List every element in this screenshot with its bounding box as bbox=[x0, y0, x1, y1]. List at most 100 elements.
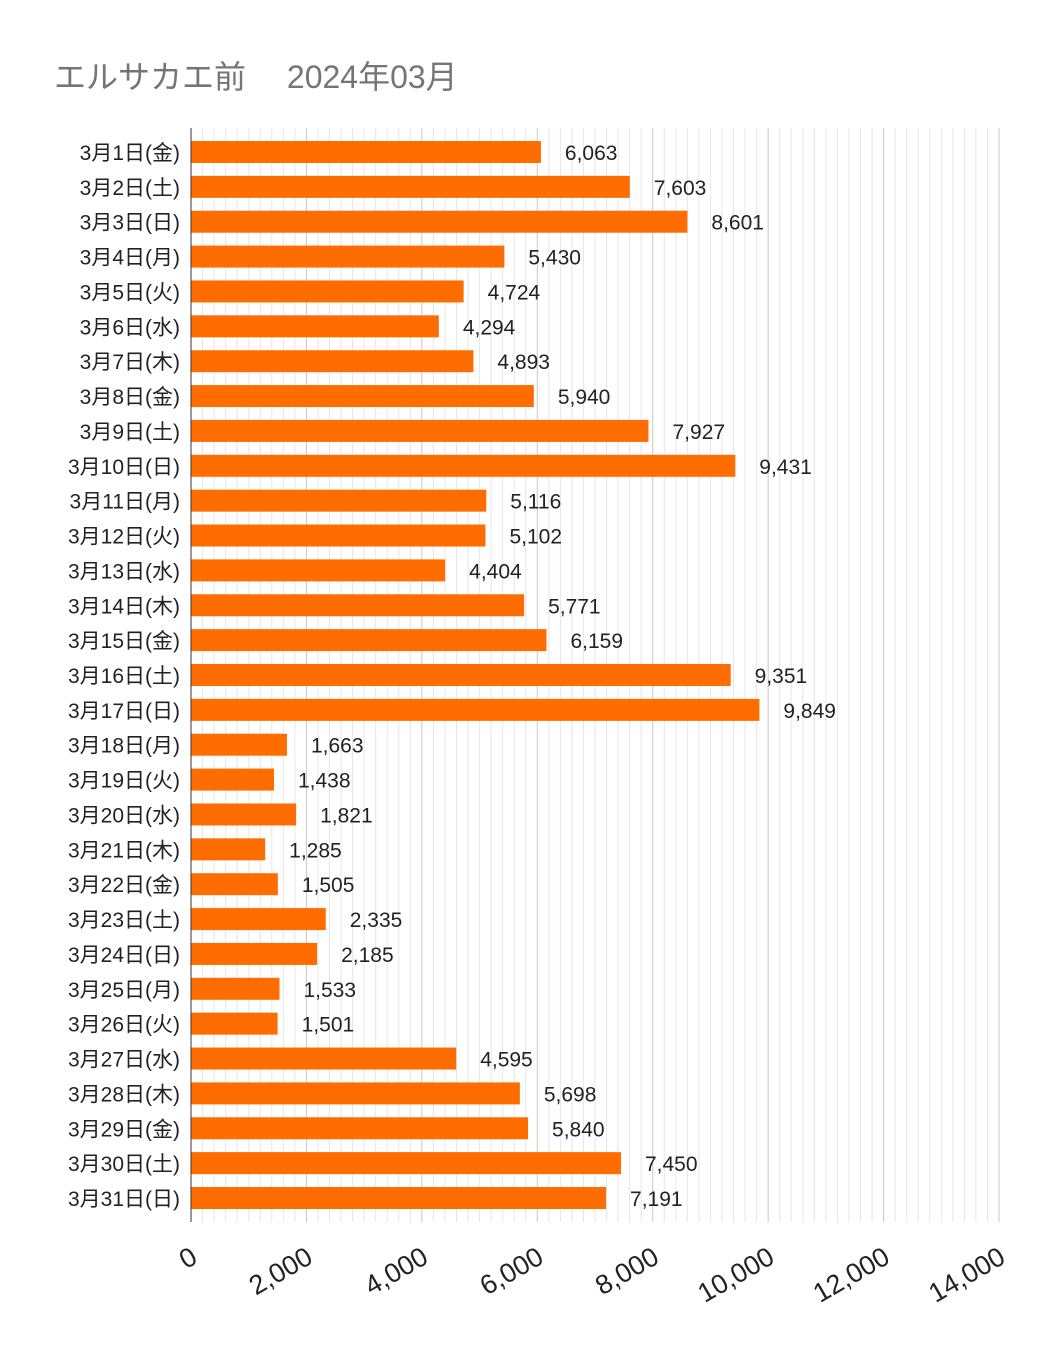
data-label: 5,771 bbox=[548, 595, 601, 618]
category-label: 3月17日(日) bbox=[68, 700, 180, 723]
data-label: 6,159 bbox=[570, 630, 623, 653]
category-label: 3月4日(月) bbox=[80, 247, 180, 270]
bar bbox=[191, 1082, 520, 1105]
data-label: 4,724 bbox=[488, 281, 541, 304]
data-label: 1,438 bbox=[298, 770, 351, 793]
category-label: 3月11日(月) bbox=[70, 491, 180, 514]
category-label: 3月2日(土) bbox=[80, 177, 180, 200]
bar bbox=[191, 419, 649, 442]
bar bbox=[191, 664, 731, 686]
category-label: 3月8日(金) bbox=[80, 386, 180, 409]
x-tick-label: 14,000 bbox=[923, 1241, 1010, 1308]
data-label: 2,185 bbox=[341, 944, 394, 967]
bar bbox=[191, 1047, 457, 1070]
category-label: 3月31日(日) bbox=[68, 1188, 180, 1211]
bar bbox=[191, 908, 326, 931]
data-label: 5,430 bbox=[528, 247, 581, 270]
chart-title: エルサカエ前 2024年03月 bbox=[54, 59, 458, 95]
bar bbox=[191, 594, 525, 617]
bar bbox=[191, 803, 297, 826]
data-label: 4,893 bbox=[497, 351, 550, 374]
x-tick-label: 12,000 bbox=[808, 1241, 895, 1308]
data-label: 4,294 bbox=[463, 316, 516, 339]
data-label: 1,285 bbox=[289, 839, 342, 862]
category-label: 3月23日(土) bbox=[68, 909, 180, 932]
bar bbox=[191, 454, 736, 477]
data-label: 4,404 bbox=[469, 560, 522, 583]
data-label: 5,940 bbox=[558, 386, 611, 409]
data-label: 1,533 bbox=[303, 979, 356, 1002]
bar bbox=[191, 1187, 607, 1209]
data-label: 1,663 bbox=[311, 735, 364, 758]
category-label: 3月18日(月) bbox=[68, 735, 180, 758]
bar bbox=[191, 733, 287, 756]
bar bbox=[191, 559, 446, 582]
category-label: 3月24日(日) bbox=[68, 944, 180, 967]
category-label: 3月3日(日) bbox=[80, 212, 180, 235]
category-label: 3月15日(金) bbox=[68, 630, 180, 653]
category-label: 3月20日(水) bbox=[68, 804, 180, 827]
bar bbox=[191, 175, 630, 198]
data-label: 5,116 bbox=[510, 491, 561, 514]
x-tick-label: 10,000 bbox=[693, 1241, 780, 1308]
category-label: 3月26日(火) bbox=[68, 1014, 180, 1037]
category-label: 3月30日(土) bbox=[68, 1153, 180, 1176]
x-tick-label: 2,000 bbox=[244, 1241, 318, 1301]
category-label: 3月7日(木) bbox=[80, 351, 180, 374]
data-label: 7,450 bbox=[645, 1153, 698, 1176]
category-label: 3月10日(日) bbox=[68, 456, 180, 479]
category-label: 3月12日(火) bbox=[68, 526, 180, 549]
data-label: 6,063 bbox=[565, 142, 618, 165]
data-label: 4,595 bbox=[480, 1049, 533, 1072]
category-label: 3月16日(土) bbox=[68, 665, 180, 688]
category-label: 3月28日(木) bbox=[68, 1083, 180, 1106]
category-label: 3月1日(金) bbox=[80, 142, 180, 165]
data-label: 5,698 bbox=[544, 1083, 597, 1106]
bar bbox=[191, 1117, 529, 1140]
data-label: 5,102 bbox=[509, 526, 562, 549]
category-label: 3月29日(金) bbox=[68, 1118, 180, 1141]
category-label: 3月14日(木) bbox=[68, 595, 180, 618]
x-tick-label: 4,000 bbox=[359, 1241, 433, 1301]
data-label: 1,501 bbox=[302, 1014, 355, 1037]
data-label: 9,351 bbox=[755, 665, 808, 688]
bar bbox=[191, 280, 464, 303]
data-label: 1,505 bbox=[302, 874, 355, 897]
data-label: 7,927 bbox=[673, 421, 726, 444]
data-label: 7,191 bbox=[630, 1188, 683, 1211]
data-label: 1,821 bbox=[320, 804, 373, 827]
category-label: 3月27日(水) bbox=[68, 1049, 180, 1072]
category-label: 3月9日(土) bbox=[80, 421, 180, 444]
bar bbox=[191, 350, 474, 373]
bar bbox=[191, 315, 439, 338]
category-label: 3月22日(金) bbox=[68, 874, 180, 897]
category-label: 3月25日(月) bbox=[68, 979, 180, 1002]
bar bbox=[191, 1152, 621, 1175]
bar bbox=[191, 698, 760, 721]
bar bbox=[191, 524, 486, 547]
bar bbox=[191, 245, 505, 268]
x-tick-label: 6,000 bbox=[475, 1241, 549, 1301]
category-label: 3月13日(水) bbox=[68, 560, 180, 583]
category-label: 3月6日(水) bbox=[80, 316, 180, 339]
data-label: 7,603 bbox=[654, 177, 707, 200]
data-label: 8,601 bbox=[711, 212, 764, 235]
bar bbox=[191, 1012, 278, 1035]
data-label: 9,849 bbox=[783, 700, 836, 723]
x-tick-label: 8,000 bbox=[590, 1241, 664, 1301]
category-label: 3月19日(火) bbox=[68, 770, 180, 793]
bar bbox=[191, 977, 280, 1000]
bar bbox=[191, 942, 318, 965]
bar bbox=[191, 873, 278, 896]
data-label: 9,431 bbox=[759, 456, 812, 479]
data-label: 5,840 bbox=[552, 1118, 605, 1141]
category-label: 3月21日(木) bbox=[68, 839, 180, 862]
bar bbox=[191, 385, 534, 408]
x-tick-label: 0 bbox=[174, 1241, 202, 1274]
data-label: 2,335 bbox=[350, 909, 403, 932]
bar bbox=[191, 141, 541, 163]
bar bbox=[191, 768, 274, 791]
bar bbox=[191, 210, 688, 233]
bar bbox=[191, 489, 487, 512]
